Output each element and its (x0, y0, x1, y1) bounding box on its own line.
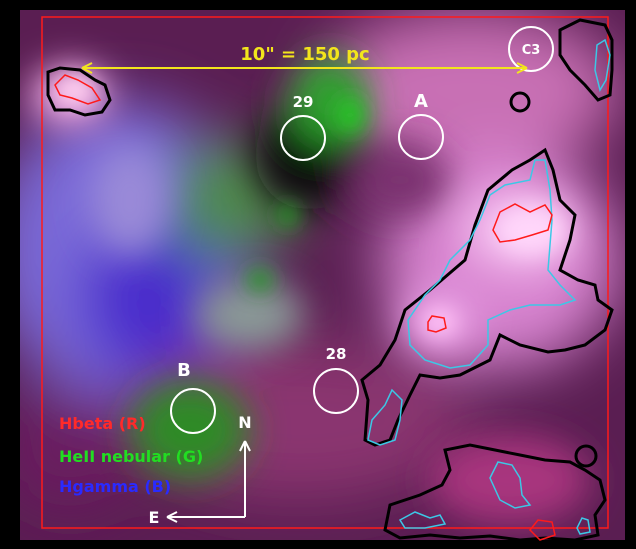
aperture-label-b: B (177, 360, 191, 381)
contour-mid (367, 38, 611, 535)
aperture-b (170, 388, 216, 434)
legend-hgamma: Hgamma (B) (59, 477, 171, 496)
compass (166, 440, 251, 523)
aperture-29 (280, 115, 326, 161)
field-frame (41, 16, 609, 529)
aperture-a (398, 114, 444, 160)
aperture-label-28: 28 (326, 345, 347, 363)
emission-map (20, 10, 625, 540)
aperture-28 (313, 368, 359, 414)
aperture-label-c3: C3 (522, 43, 541, 58)
aperture-c3 (508, 26, 554, 72)
legend-hbeta: Hbeta (R) (59, 414, 146, 433)
apertures (170, 26, 554, 434)
compass-east-label: E (149, 508, 160, 527)
aperture-label-29: 29 (293, 93, 314, 111)
scale-bar-label: 10" = 150 pc (240, 44, 369, 65)
scale-bar (81, 62, 528, 74)
contour-inner (54, 74, 556, 541)
aperture-label-a: A (414, 91, 428, 112)
legend-heii: HeII nebular (G) (59, 447, 203, 466)
compass-north-label: N (238, 413, 251, 432)
